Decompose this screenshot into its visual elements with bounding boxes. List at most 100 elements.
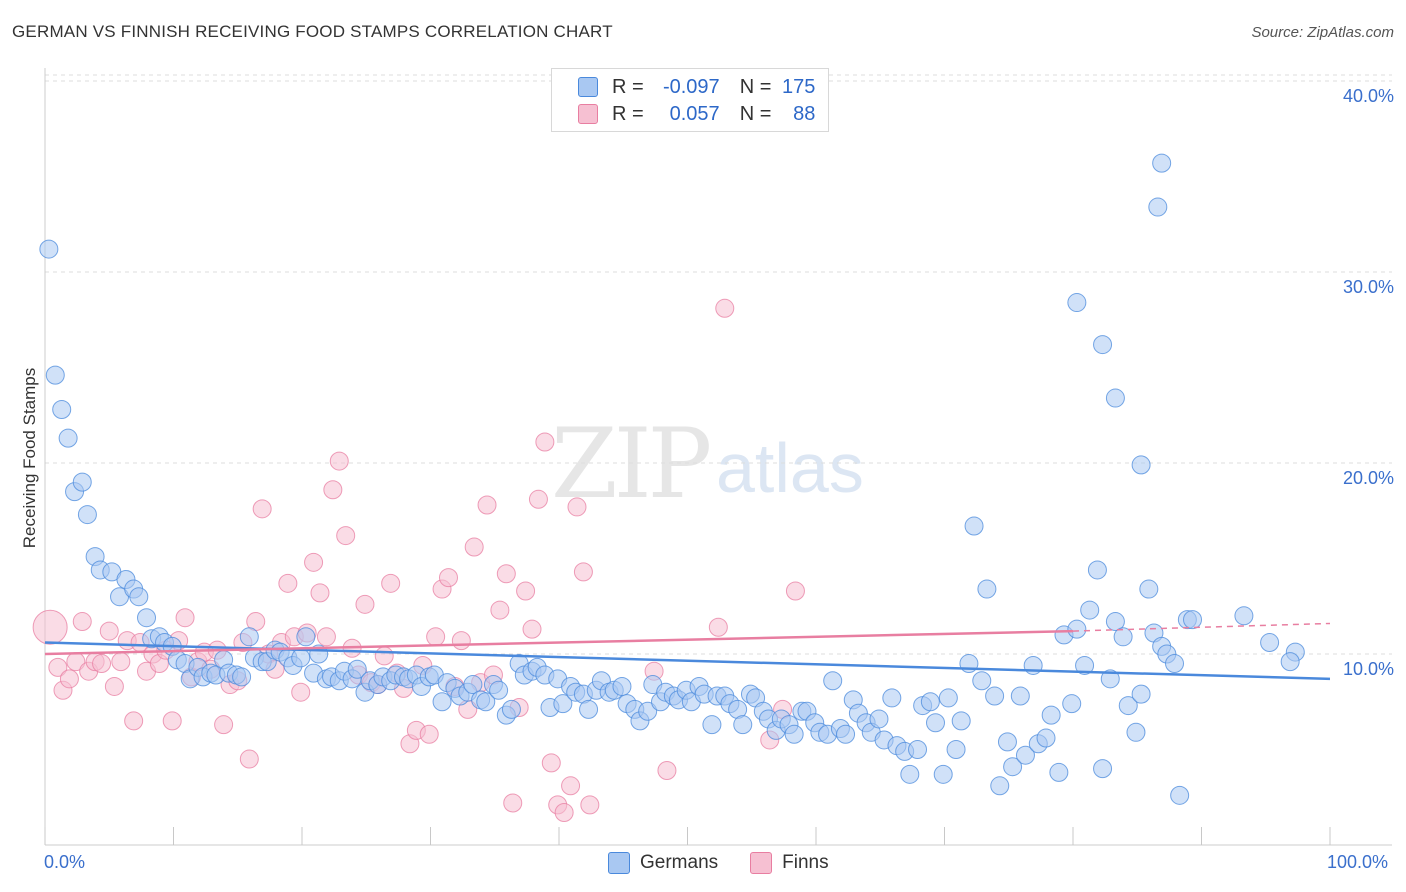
- finns-point: [355, 594, 375, 614]
- finns-point: [573, 562, 593, 582]
- finns-point: [323, 480, 343, 500]
- germans-point: [72, 472, 92, 492]
- germans-point: [553, 694, 573, 714]
- finns-point: [657, 761, 677, 781]
- finns-point: [32, 609, 68, 645]
- germans-point: [869, 709, 889, 729]
- germans-r-label: R =: [612, 75, 644, 98]
- germans-point: [964, 516, 984, 536]
- finns-point: [567, 497, 587, 517]
- finns-point: [419, 724, 439, 744]
- germans-point: [977, 579, 997, 599]
- finns-point: [48, 657, 68, 677]
- legend-finns-label: Finns: [782, 852, 829, 873]
- germans-point: [933, 764, 953, 784]
- germans-point: [476, 692, 496, 712]
- germans-point: [733, 715, 753, 735]
- germans-point: [1280, 652, 1300, 672]
- finns-point: [715, 298, 735, 318]
- germans-point: [784, 724, 804, 744]
- germans-point: [501, 699, 521, 719]
- finns-point: [291, 682, 311, 702]
- finns-point: [477, 495, 497, 515]
- finns-trend-line-extended: [1072, 622, 1331, 632]
- germans-point: [1075, 655, 1095, 675]
- germans-point: [702, 715, 722, 735]
- y-tick-label-10: 10.0%: [1342, 659, 1394, 679]
- finns-point: [528, 489, 548, 509]
- germans-point: [137, 608, 157, 628]
- germans-point: [997, 732, 1017, 752]
- x-tick-label-max: 100.0%: [1327, 852, 1389, 872]
- finns-point: [785, 581, 805, 601]
- germans-point: [1041, 705, 1061, 725]
- germans-point: [1152, 153, 1172, 173]
- finns-point: [252, 499, 272, 519]
- germans-point: [836, 724, 856, 744]
- y-tick-label-20: 20.0%: [1342, 468, 1394, 488]
- finns-point: [535, 432, 555, 452]
- finns-point: [451, 631, 471, 651]
- germans-point: [990, 776, 1010, 796]
- finns-point: [336, 526, 356, 546]
- finns-swatch-icon: [578, 104, 598, 124]
- germans-point: [39, 239, 59, 259]
- finns-point: [522, 619, 542, 639]
- germans-point: [1010, 686, 1030, 706]
- stats-row-finns: R = 0.057 N = 88: [578, 102, 815, 126]
- germans-point: [1131, 455, 1151, 475]
- finns-r-label: R =: [612, 102, 644, 125]
- legend-germans-icon: [608, 852, 630, 874]
- germans-point: [489, 680, 509, 700]
- finns-point: [490, 600, 510, 620]
- germans-point: [1087, 560, 1107, 580]
- finns-trend-line: [44, 629, 1074, 656]
- germans-point: [291, 648, 311, 668]
- germans-point: [1148, 197, 1168, 217]
- y-tick-label-30: 30.0%: [1342, 277, 1394, 297]
- germans-point: [1126, 722, 1146, 742]
- germans-point: [1100, 669, 1120, 689]
- finns-point: [99, 621, 119, 641]
- finns-point: [310, 583, 330, 603]
- finns-point: [316, 627, 336, 647]
- legend-finns-icon: [750, 852, 773, 874]
- x-tick-label-min: 0.0%: [44, 852, 86, 872]
- germans-point: [1062, 694, 1082, 714]
- finns-point: [426, 627, 446, 647]
- germans-point: [1067, 619, 1087, 639]
- germans-point: [77, 505, 97, 525]
- chart-title: GERMAN VS FINNISH RECEIVING FOOD STAMPS …: [12, 22, 613, 41]
- finns-point: [381, 573, 401, 593]
- germans-point: [926, 713, 946, 733]
- germans-point: [920, 692, 940, 712]
- germans-point: [1260, 633, 1280, 653]
- germans-point: [1036, 728, 1056, 748]
- germans-point: [1080, 600, 1100, 620]
- legend-germans-label: Germans: [640, 852, 719, 873]
- stats-row-germans: R = -0.097 N = 175: [578, 75, 815, 99]
- germans-r-value: -0.097: [662, 75, 720, 98]
- finns-point: [516, 581, 536, 601]
- finns-r-value: 0.057: [669, 102, 720, 125]
- germans-point: [1165, 654, 1185, 674]
- germans-point: [1093, 335, 1113, 355]
- finns-point: [464, 537, 484, 557]
- finns-point: [708, 617, 728, 637]
- finns-point: [541, 753, 561, 773]
- germans-point: [1139, 579, 1159, 599]
- germans-point: [1105, 612, 1125, 632]
- germans-point: [985, 686, 1005, 706]
- germans-point: [1003, 757, 1023, 777]
- germans-point: [1049, 762, 1069, 782]
- germans-point: [638, 701, 658, 721]
- stats-box: R = -0.097 N = 175 R = 0.057 N = 88: [551, 68, 829, 132]
- legend: Germans Finns: [608, 852, 829, 874]
- germans-n-label: N =: [739, 75, 772, 98]
- finns-point: [92, 654, 112, 674]
- finns-n-value: 88: [793, 102, 816, 125]
- germans-swatch-icon: [578, 77, 598, 97]
- germans-point: [612, 676, 632, 696]
- finns-point: [496, 564, 516, 584]
- germans-point: [1170, 785, 1190, 805]
